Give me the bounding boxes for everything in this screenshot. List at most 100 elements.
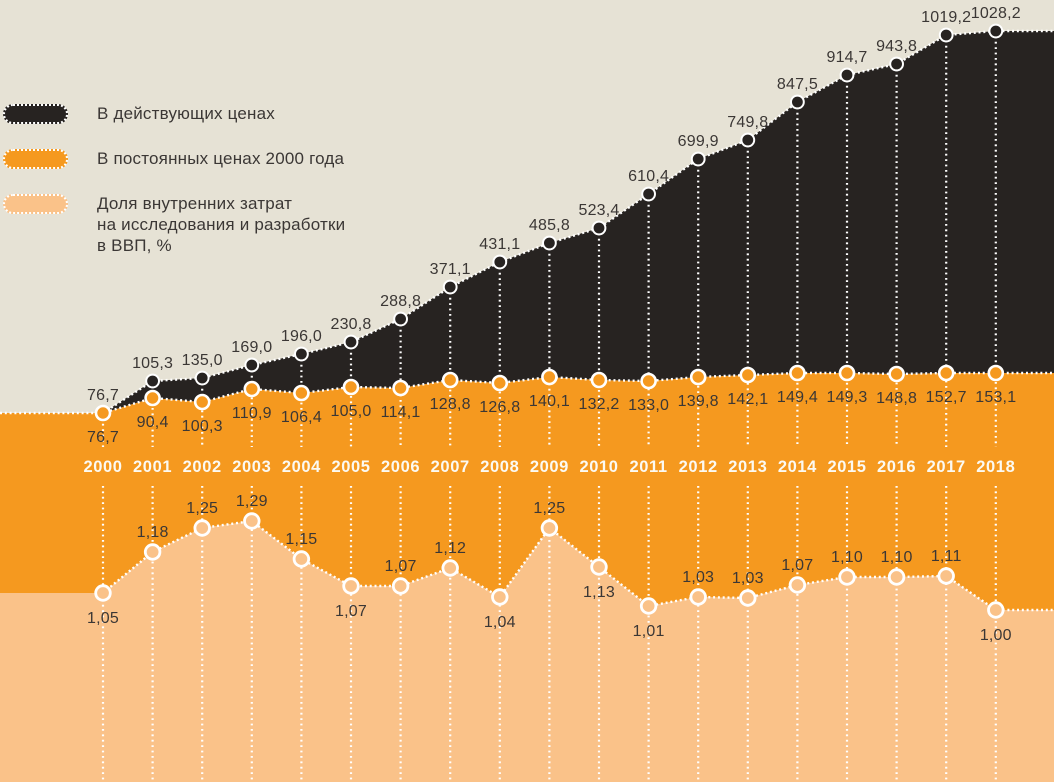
current-prices-value-label: 230,8: [330, 316, 371, 333]
constant-prices-value-label: 114,1: [381, 404, 421, 421]
share-marker: [94, 584, 112, 602]
share-marker: [987, 601, 1005, 619]
orange-marker: [789, 364, 806, 382]
year-label: 2016: [877, 458, 916, 476]
orange-marker: [243, 380, 261, 398]
black-marker: [542, 235, 557, 251]
orange-marker: [739, 366, 757, 384]
gdp-share-value-label: 1,15: [285, 531, 317, 548]
gdp-share-value-label: 1,07: [781, 557, 813, 574]
current-prices-value-label: 914,7: [826, 49, 867, 66]
constant-prices-value-label: 142,1: [727, 391, 768, 408]
legend-swatch-constant-prices: [3, 149, 68, 169]
current-prices-value-label: 485,8: [529, 217, 570, 234]
year-label: 2001: [133, 458, 172, 476]
year-label: 2015: [827, 458, 866, 476]
share-marker: [491, 588, 509, 606]
current-prices-value-label: 523,4: [578, 202, 619, 219]
share-marker: [937, 567, 955, 585]
orange-marker: [888, 365, 905, 383]
orange-marker: [937, 364, 955, 382]
current-prices-value-label: 135,0: [182, 352, 223, 369]
black-marker: [393, 311, 409, 327]
constant-prices-value-label: 106,4: [281, 409, 322, 426]
share-marker: [292, 550, 311, 568]
current-prices-value-label: 431,1: [479, 236, 520, 253]
year-label: 2013: [728, 458, 767, 476]
legend-label-current-prices: В действующих ценах: [97, 104, 275, 123]
orange-marker: [392, 379, 409, 397]
constant-prices-value-label: 148,8: [876, 390, 917, 407]
constant-prices-value-label: 110,9: [232, 405, 272, 422]
gdp-share-value-label: 1,01: [633, 623, 665, 640]
year-label: 2017: [927, 458, 966, 476]
constant-prices-value-label: 90,4: [137, 414, 169, 431]
share-marker: [342, 577, 360, 595]
constant-prices-value-label: 149,3: [826, 389, 867, 406]
year-label: 2007: [431, 458, 470, 476]
share-marker: [887, 568, 906, 586]
orange-marker: [640, 372, 657, 390]
gdp-share-value-label: 1,18: [137, 524, 169, 541]
orange-marker: [689, 368, 707, 386]
gdp-share-value-label: 1,04: [484, 614, 516, 631]
gdp-share-value-label: 1,03: [682, 569, 714, 586]
black-marker: [790, 94, 805, 110]
orange-marker: [491, 374, 509, 392]
legend-item-current-prices: В действующих ценах: [3, 104, 345, 124]
share-marker: [590, 558, 608, 576]
black-marker: [889, 56, 904, 72]
constant-prices-value-label: 126,8: [479, 399, 520, 416]
black-marker: [145, 373, 161, 389]
share-marker: [639, 597, 658, 615]
orange-marker: [94, 404, 112, 422]
current-prices-value-label: 196,0: [281, 328, 322, 345]
gdp-share-value-label: 1,25: [186, 500, 218, 517]
gdp-share-value-label: 1,00: [980, 627, 1012, 644]
black-marker: [839, 67, 855, 83]
orange-marker: [441, 371, 459, 389]
current-prices-value-label: 288,8: [380, 293, 421, 310]
share-marker: [243, 512, 261, 530]
year-label: 2012: [679, 458, 718, 476]
current-prices-value-label: 749,8: [727, 114, 768, 131]
gdp-share-value-label: 1,05: [87, 610, 119, 627]
constant-prices-value-label: 140,1: [529, 393, 570, 410]
current-prices-value-label: 76,7: [87, 387, 119, 404]
black-marker: [244, 357, 260, 373]
gdp-share-value-label: 1,10: [831, 549, 863, 566]
current-prices-area: [103, 31, 1054, 413]
gdp-share-value-label: 1,29: [236, 493, 268, 510]
current-prices-value-label: 847,5: [777, 76, 818, 93]
year-label: 2000: [83, 458, 122, 476]
constant-prices-value-label: 100,3: [182, 418, 223, 435]
gdp-share-value-label: 1,07: [385, 558, 417, 575]
orange-marker: [293, 384, 310, 402]
legend-label-gdp-share: Доля внутренних затрат на исследования и…: [97, 194, 346, 255]
year-label: 2011: [629, 458, 667, 476]
constant-prices-edge: [0, 371, 1054, 415]
black-marker: [294, 346, 309, 362]
black-marker: [988, 23, 1004, 39]
black-marker: [442, 279, 458, 295]
share-marker: [391, 577, 410, 595]
constant-prices-value-label: 105,0: [330, 403, 371, 420]
gdp-share-area: [0, 521, 1054, 782]
gdp-share-value-label: 1,11: [931, 548, 962, 565]
current-prices-value-label: 1028,2: [971, 5, 1021, 22]
share-marker: [788, 576, 807, 594]
gdp-share-value-label: 1,10: [881, 549, 913, 566]
share-marker: [739, 589, 757, 607]
share-marker: [143, 543, 162, 561]
black-marker: [938, 27, 954, 43]
black-marker: [740, 132, 756, 148]
constant-prices-value-label: 152,7: [926, 389, 967, 406]
current-prices-value-label: 943,8: [876, 38, 917, 55]
black-marker: [690, 151, 706, 167]
year-label: 2002: [183, 458, 222, 476]
constant-prices-value-label: 133,0: [628, 397, 669, 414]
black-marker: [194, 370, 210, 386]
constant-prices-value-label: 132,2: [578, 396, 619, 413]
year-label: 2010: [579, 458, 618, 476]
orange-marker: [193, 393, 211, 411]
